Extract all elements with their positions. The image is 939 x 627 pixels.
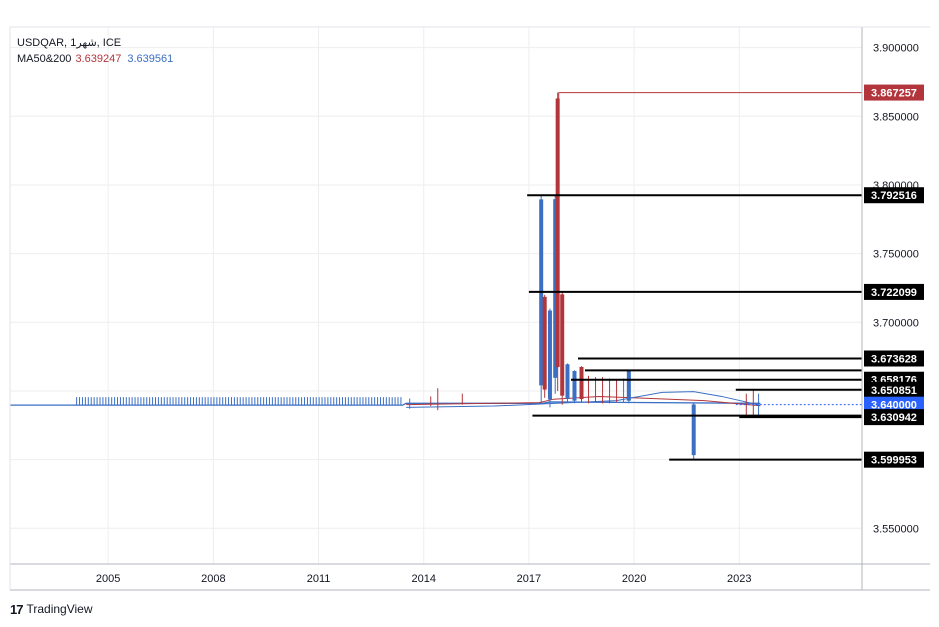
- candle-body: [542, 296, 547, 390]
- price-tag-label: 3.792516: [871, 190, 917, 202]
- price-tag-label: 3.640000: [871, 400, 917, 412]
- x-tick-label: 2023: [727, 573, 751, 585]
- price-tag: [864, 84, 924, 101]
- y-tick-label: 3.550000: [873, 523, 919, 535]
- y-tick-label: 3.750000: [873, 249, 919, 261]
- price-tag: [864, 409, 924, 426]
- x-tick-label: 2014: [411, 573, 435, 585]
- candle-body: [560, 294, 565, 396]
- price-tags: 3.8672573.7925163.7220993.6736283.658176…: [864, 84, 924, 468]
- ma-line-ma200: [406, 391, 761, 408]
- price-levels: [527, 92, 862, 461]
- price-tag-label: 3.722099: [871, 287, 917, 299]
- price-tag: [864, 451, 924, 468]
- price-tag: [864, 350, 924, 367]
- y-tick-label: 3.700000: [873, 317, 919, 329]
- plot-area: [10, 92, 761, 460]
- x-tick-label: 2020: [622, 573, 646, 585]
- x-tick-label: 2005: [96, 573, 120, 585]
- ma50-value: 3.639247: [75, 53, 122, 65]
- candle-body: [572, 371, 577, 401]
- y-tick-label: 3.850000: [873, 111, 919, 123]
- candle-body: [565, 364, 570, 399]
- time-axis[interactable]: 2005 2008 2011 2014 2017 2020 2023: [96, 573, 752, 585]
- candle-body: [579, 366, 584, 400]
- price-line: [10, 401, 761, 406]
- price-tag-label: 3.673628: [871, 354, 917, 366]
- ma-label: MA50&200: [17, 53, 72, 65]
- chart-grid: [10, 27, 862, 564]
- chart-frame: [9, 26, 930, 591]
- candle-body: [547, 310, 552, 400]
- price-tag: [864, 381, 924, 398]
- x-tick-label: 2008: [201, 573, 225, 585]
- tradingview-logo-icon: 17: [10, 601, 24, 617]
- price-tag: [864, 396, 924, 413]
- candle-body: [553, 199, 558, 378]
- chart-legend: USDQAR, شهر1, ICE MA50&200 3.639247 3.6395…: [17, 35, 173, 67]
- x-tick-label: 2017: [517, 573, 541, 585]
- y-tick-label: 3.900000: [873, 43, 919, 55]
- symbol-title: USDQAR, شهر1, ICE: [17, 37, 122, 49]
- price-tag: [864, 187, 924, 204]
- price-tag-label: 3.867257: [871, 88, 917, 100]
- price-tag: [864, 283, 924, 300]
- tradingview-branding[interactable]: 17 TradingView: [10, 600, 93, 618]
- price-tag-label: 3.599953: [871, 455, 917, 467]
- candle-body: [555, 98, 560, 368]
- ma-legend-row: MA50&200 3.639247 3.639561: [17, 51, 173, 67]
- candle-body: [626, 371, 631, 401]
- ma200-value: 3.639561: [127, 53, 174, 65]
- price-tag-label: 3.650851: [871, 385, 917, 397]
- price-tag-label: 3.630942: [871, 412, 917, 424]
- x-tick-label: 2011: [307, 573, 331, 585]
- candle-body: [691, 404, 696, 456]
- tradingview-name: TradingView: [26, 602, 93, 616]
